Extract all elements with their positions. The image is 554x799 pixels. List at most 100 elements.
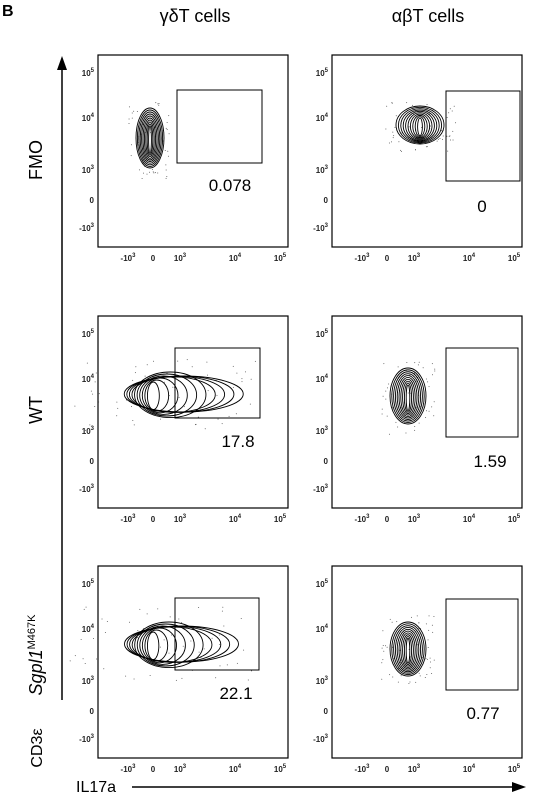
arrowhead [512, 782, 526, 792]
event-dot [254, 360, 256, 362]
event-dot [98, 393, 100, 395]
contour [417, 117, 423, 136]
event-dot [416, 615, 418, 617]
tick-label: 104 [316, 374, 329, 384]
event-dot [433, 401, 435, 403]
contour [139, 625, 186, 665]
event-dot [217, 418, 219, 420]
event-dot [96, 658, 98, 660]
tick-exp: 3 [91, 734, 95, 740]
event-dot [391, 102, 393, 104]
tick-base: 10 [82, 114, 91, 123]
event-dot [206, 361, 208, 363]
event-dot [410, 616, 412, 618]
tick-base: 0 [324, 196, 329, 205]
event-dot [74, 405, 76, 407]
event-dot [388, 142, 390, 144]
event-dot [427, 381, 429, 383]
event-dot [441, 130, 443, 132]
tick-label: 104 [463, 764, 476, 774]
event-dot [236, 372, 238, 374]
plot-frame [331, 54, 523, 248]
tick-base: -10 [79, 485, 91, 494]
tick-exp: 3 [183, 253, 187, 259]
column-header: γδT cells [160, 6, 231, 26]
event-dot [160, 418, 162, 420]
contour [141, 627, 177, 664]
event-dot [146, 613, 148, 615]
tick-label: -103 [355, 253, 371, 263]
event-dot [249, 403, 251, 405]
tick-label: 105 [508, 514, 521, 524]
tick-label: 103 [408, 514, 421, 524]
event-dot [415, 681, 417, 683]
contour [402, 380, 414, 415]
event-dot [386, 415, 388, 417]
event-dot [438, 138, 440, 140]
tick-exp: 3 [183, 764, 187, 770]
event-dot [409, 681, 411, 683]
event-dot [151, 168, 153, 170]
event-dot [85, 429, 87, 431]
event-dot [155, 172, 157, 174]
tick-base: 10 [229, 515, 238, 524]
event-dot [431, 673, 433, 675]
tick-base: 10 [508, 515, 517, 524]
tick-exp: 3 [132, 253, 136, 259]
event-dot [218, 634, 220, 636]
event-dot [395, 421, 397, 423]
contour [136, 109, 164, 167]
event-dot [417, 364, 419, 366]
tick-label: 103 [316, 165, 329, 175]
event-dot [388, 433, 390, 435]
tick-label: 105 [274, 514, 287, 524]
event-dot [152, 171, 154, 173]
event-dot [389, 674, 391, 676]
event-dot [382, 659, 384, 661]
tick-label: 103 [316, 676, 329, 686]
tick-label: 105 [316, 68, 329, 78]
event-dot [401, 150, 403, 152]
contour [398, 630, 418, 670]
superscript: M467K [26, 614, 38, 650]
event-dot [181, 622, 183, 624]
event-dot [393, 135, 395, 137]
gate [176, 89, 263, 164]
event-dot [429, 667, 431, 669]
event-dot [153, 172, 155, 174]
tick-exp: 3 [325, 734, 329, 740]
event-dot [139, 608, 141, 610]
contour [389, 367, 427, 425]
event-dot [157, 172, 159, 174]
contour [141, 377, 179, 414]
event-dot [385, 398, 387, 400]
event-dot [131, 405, 133, 407]
event-dot [157, 608, 159, 610]
event-dot [382, 395, 384, 397]
event-dot [399, 649, 401, 651]
contour [400, 378, 416, 416]
event-dot [398, 141, 400, 143]
tick-exp: 3 [325, 165, 329, 171]
gate-percentage: 0.77 [466, 704, 499, 723]
tick-label: 0 [324, 196, 329, 205]
gate [445, 90, 521, 182]
event-dot [381, 678, 383, 680]
tick-label: 105 [508, 253, 521, 263]
contour [398, 376, 418, 418]
event-dot [385, 390, 387, 392]
tick-label: 103 [82, 676, 95, 686]
contour [146, 123, 154, 156]
tick-label: -103 [79, 223, 95, 233]
tick-base: 0 [385, 254, 390, 263]
event-dot [168, 652, 170, 654]
event-dot [166, 372, 168, 374]
gate [445, 347, 519, 438]
event-dot [241, 378, 243, 380]
tick-exp: 3 [325, 426, 329, 432]
tick-label: 104 [229, 514, 242, 524]
event-dot [88, 678, 90, 680]
event-dot [235, 413, 237, 415]
tick-base: 10 [316, 330, 325, 339]
